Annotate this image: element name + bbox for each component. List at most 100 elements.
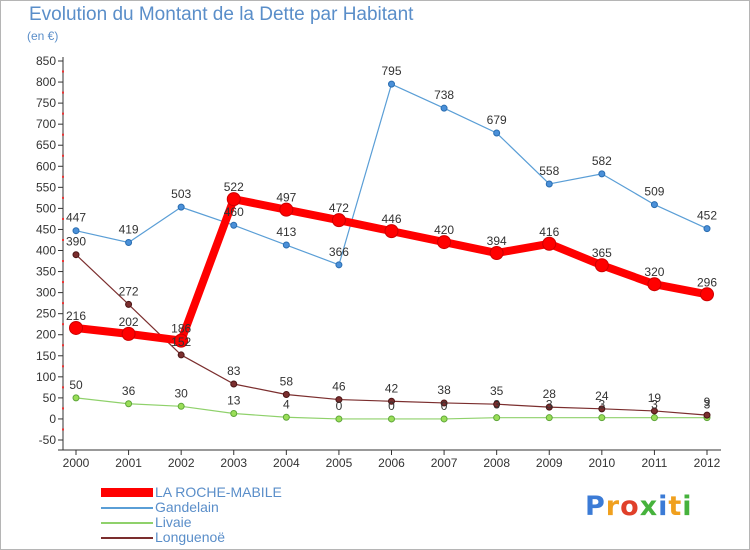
legend-label: Longuenoë (155, 529, 226, 545)
data-point (703, 411, 711, 419)
y-tick-label: 0 (49, 412, 56, 426)
data-label: 46 (332, 380, 346, 394)
data-label: 3 (546, 398, 553, 412)
data-label: 416 (539, 225, 559, 239)
data-label: 3 (704, 398, 711, 412)
y-tick-label: 150 (36, 349, 56, 363)
y-tick-label: 600 (36, 159, 56, 173)
x-tick-label: 2008 (483, 456, 510, 470)
y-tick-label: 700 (36, 117, 56, 131)
data-label: 24 (595, 389, 609, 403)
data-label: 296 (697, 275, 717, 289)
logo-letter: P (585, 491, 606, 522)
data-point (493, 414, 501, 422)
data-label: 0 (388, 399, 395, 413)
data-label: 365 (592, 246, 612, 260)
data-point (440, 399, 448, 407)
data-label: 413 (276, 225, 296, 239)
data-point (489, 246, 504, 261)
data-point (545, 403, 553, 411)
logo-letter: i (682, 491, 693, 522)
data-label: 452 (697, 209, 717, 223)
data-label: 83 (227, 364, 241, 378)
data-point (594, 258, 609, 273)
data-point (598, 170, 606, 178)
logo-letter: r (605, 491, 621, 522)
data-point (125, 400, 133, 408)
legend-label: Livaie (155, 514, 192, 530)
y-tick-label: 400 (36, 244, 56, 258)
data-label: 390 (66, 235, 86, 249)
data-point (388, 397, 395, 405)
data-point (647, 277, 662, 292)
data-label: 50 (69, 378, 83, 392)
data-label: 152 (171, 335, 191, 349)
data-label: 13 (227, 393, 241, 407)
data-label: 216 (66, 309, 86, 323)
data-point (650, 407, 658, 415)
data-point (282, 391, 290, 399)
data-label: 9 (704, 395, 711, 409)
data-point (282, 413, 290, 421)
chart-subtitle: (en €) (27, 29, 59, 43)
data-label: 3 (598, 398, 605, 412)
data-label: 272 (119, 284, 139, 298)
data-point (388, 80, 395, 88)
data-point (125, 300, 133, 308)
data-point (331, 213, 346, 228)
data-label: 366 (329, 245, 349, 259)
y-tick-label: 450 (36, 222, 56, 236)
data-point (69, 320, 83, 335)
legend-label: LA ROCHE-MABILE (155, 484, 282, 500)
data-point (174, 333, 189, 348)
data-point (650, 201, 658, 209)
data-point (177, 402, 185, 410)
x-tick-label: 2003 (220, 456, 247, 470)
data-label: 394 (487, 234, 507, 248)
data-label: 28 (543, 387, 557, 401)
data-point (230, 221, 238, 229)
data-label: 582 (592, 154, 612, 168)
x-tick-label: 2002 (168, 456, 195, 470)
legend-swatch (101, 537, 153, 539)
data-point (650, 414, 658, 422)
data-point (493, 400, 501, 408)
data-label: 19 (648, 391, 662, 405)
x-tick-label: 2004 (273, 456, 300, 470)
data-label: 420 (434, 223, 454, 237)
x-tick-label: 2005 (326, 456, 353, 470)
data-label: 186 (171, 322, 191, 336)
data-label: 36 (122, 384, 136, 398)
legend-swatch (101, 522, 153, 524)
x-tick-label: 2009 (536, 456, 563, 470)
data-point (279, 202, 294, 217)
y-tick-label: 850 (36, 54, 56, 68)
data-label: 42 (385, 381, 399, 395)
y-tick-label: 500 (36, 201, 56, 215)
legend-swatch (101, 507, 153, 509)
logo-letter: t (668, 491, 683, 522)
data-point (384, 224, 399, 239)
data-label: 497 (276, 191, 296, 205)
y-tick-label: 200 (36, 328, 56, 342)
y-tick-label: 100 (36, 370, 56, 384)
data-label: 3 (493, 398, 500, 412)
x-tick-label: 2012 (694, 456, 721, 470)
legend-label: Gandelain (155, 499, 219, 515)
data-point (700, 287, 714, 302)
data-point (545, 414, 553, 422)
chart-title: Evolution du Montant de la Dette par Hab… (29, 4, 414, 25)
logo-letter: i (658, 491, 669, 522)
data-point (282, 241, 290, 249)
y-tick-label: 50 (43, 391, 57, 405)
y-tick-label: 250 (36, 307, 56, 321)
logo-letter: x (639, 491, 659, 522)
x-tick-label: 2010 (588, 456, 615, 470)
data-label: 447 (66, 211, 86, 225)
data-label: 3 (651, 398, 658, 412)
data-point (440, 104, 448, 112)
data-label: 522 (224, 180, 244, 194)
data-label: 0 (441, 399, 448, 413)
data-point (542, 236, 557, 251)
data-label: 35 (490, 384, 504, 398)
